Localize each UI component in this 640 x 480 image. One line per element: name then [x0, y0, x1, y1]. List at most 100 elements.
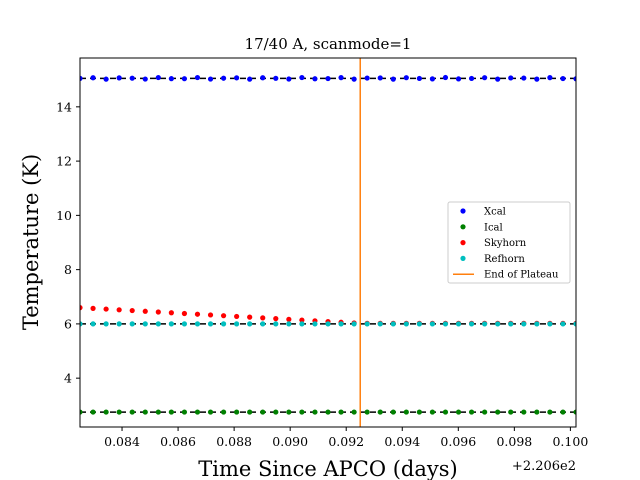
- x-tick-label: 0.092: [328, 434, 364, 449]
- data-point: [390, 321, 396, 327]
- y-tick-label: 12: [56, 154, 72, 169]
- data-point: [80, 409, 83, 415]
- data-point: [482, 409, 488, 415]
- chart-title: 17/40 A, scanmode=1: [245, 35, 412, 53]
- data-point: [116, 409, 122, 415]
- data-point: [234, 75, 240, 81]
- data-point: [234, 409, 240, 415]
- data-point: [260, 75, 266, 81]
- data-point: [495, 409, 501, 415]
- data-point: [521, 321, 527, 327]
- data-point: [299, 317, 305, 323]
- data-point: [547, 75, 553, 81]
- data-point: [194, 311, 201, 317]
- data-point: [560, 321, 566, 327]
- data-point: [325, 321, 331, 327]
- data-point: [455, 409, 462, 415]
- data-point: [247, 321, 253, 327]
- data-point: [286, 316, 292, 322]
- data-point: [273, 75, 279, 81]
- data-point: [116, 75, 122, 81]
- data-point: [442, 321, 449, 327]
- x-axis-label: Time Since APCO (days): [198, 457, 457, 480]
- data-point: [155, 74, 161, 81]
- data-point: [312, 321, 318, 327]
- data-point: [181, 321, 188, 327]
- data-point: [508, 321, 514, 327]
- data-point: [155, 309, 161, 315]
- data-point: [377, 321, 383, 327]
- data-point: [129, 321, 135, 327]
- data-point: [194, 74, 201, 81]
- data-point: [403, 75, 409, 81]
- data-point: [416, 75, 422, 82]
- data-point: [377, 409, 383, 415]
- data-point: [90, 321, 96, 327]
- data-point: [364, 75, 370, 81]
- series-refhorn: [80, 321, 576, 327]
- x-axis: 0.084 0.086 0.088 0.090 0.092 0.094 0.096 0.098…: [104, 427, 588, 449]
- data-point: [338, 409, 344, 415]
- data-point: [534, 76, 540, 82]
- data-point: [521, 409, 527, 415]
- data-point: [273, 321, 279, 327]
- data-point: [534, 321, 540, 327]
- data-point: [234, 321, 240, 327]
- x-tick-label: 0.086: [160, 434, 196, 449]
- data-point: [142, 409, 148, 415]
- data-point: [338, 75, 344, 81]
- series-xcal: [80, 74, 576, 82]
- data-point: [168, 310, 174, 316]
- data-point: [351, 409, 357, 415]
- data-point: [103, 76, 109, 82]
- data-point: [299, 321, 305, 327]
- data-point: [247, 409, 253, 415]
- legend-label: Ical: [484, 222, 503, 233]
- x-tick-label: 0.094: [384, 434, 420, 449]
- legend-label: Refhorn: [484, 254, 525, 265]
- data-point: [351, 76, 357, 82]
- data-point: [194, 409, 201, 415]
- data-point: [338, 321, 344, 327]
- data-point: [142, 308, 148, 314]
- data-point: [103, 306, 109, 312]
- y-tick-label: 8: [64, 262, 72, 277]
- data-point: [181, 76, 188, 82]
- data-point: [495, 76, 501, 82]
- data-point: [116, 307, 122, 313]
- data-point: [508, 409, 514, 415]
- data-point: [142, 76, 148, 82]
- legend-label: Xcal: [484, 207, 506, 218]
- data-point: [573, 409, 576, 415]
- legend: Xcal Ical Skyhorn Refhorn End of Plateau: [447, 201, 571, 284]
- data-point: [547, 409, 553, 415]
- data-point: [90, 75, 96, 81]
- data-point: [286, 76, 292, 82]
- data-point: [429, 321, 436, 327]
- data-point: [482, 75, 488, 81]
- data-point: [547, 321, 553, 327]
- data-point: [273, 316, 279, 322]
- data-point: [129, 307, 135, 314]
- data-point: [416, 321, 422, 327]
- data-point: [403, 409, 409, 415]
- x-tick-label: 0.090: [272, 434, 308, 449]
- data-point: [403, 321, 409, 327]
- data-point: [429, 76, 436, 82]
- data-point: [377, 75, 383, 81]
- data-point: [442, 74, 449, 81]
- data-point: [286, 409, 292, 415]
- x-tick-label: 0.084: [104, 434, 140, 449]
- data-point: [116, 321, 122, 327]
- data-point: [155, 409, 161, 415]
- data-point: [299, 74, 305, 81]
- data-point: [560, 409, 566, 415]
- data-point: [390, 409, 396, 415]
- data-point: [207, 312, 214, 318]
- data-point: [573, 76, 576, 82]
- data-point: [468, 409, 475, 415]
- legend-marker: [460, 208, 466, 214]
- data-point: [207, 321, 214, 327]
- data-point: [325, 75, 331, 82]
